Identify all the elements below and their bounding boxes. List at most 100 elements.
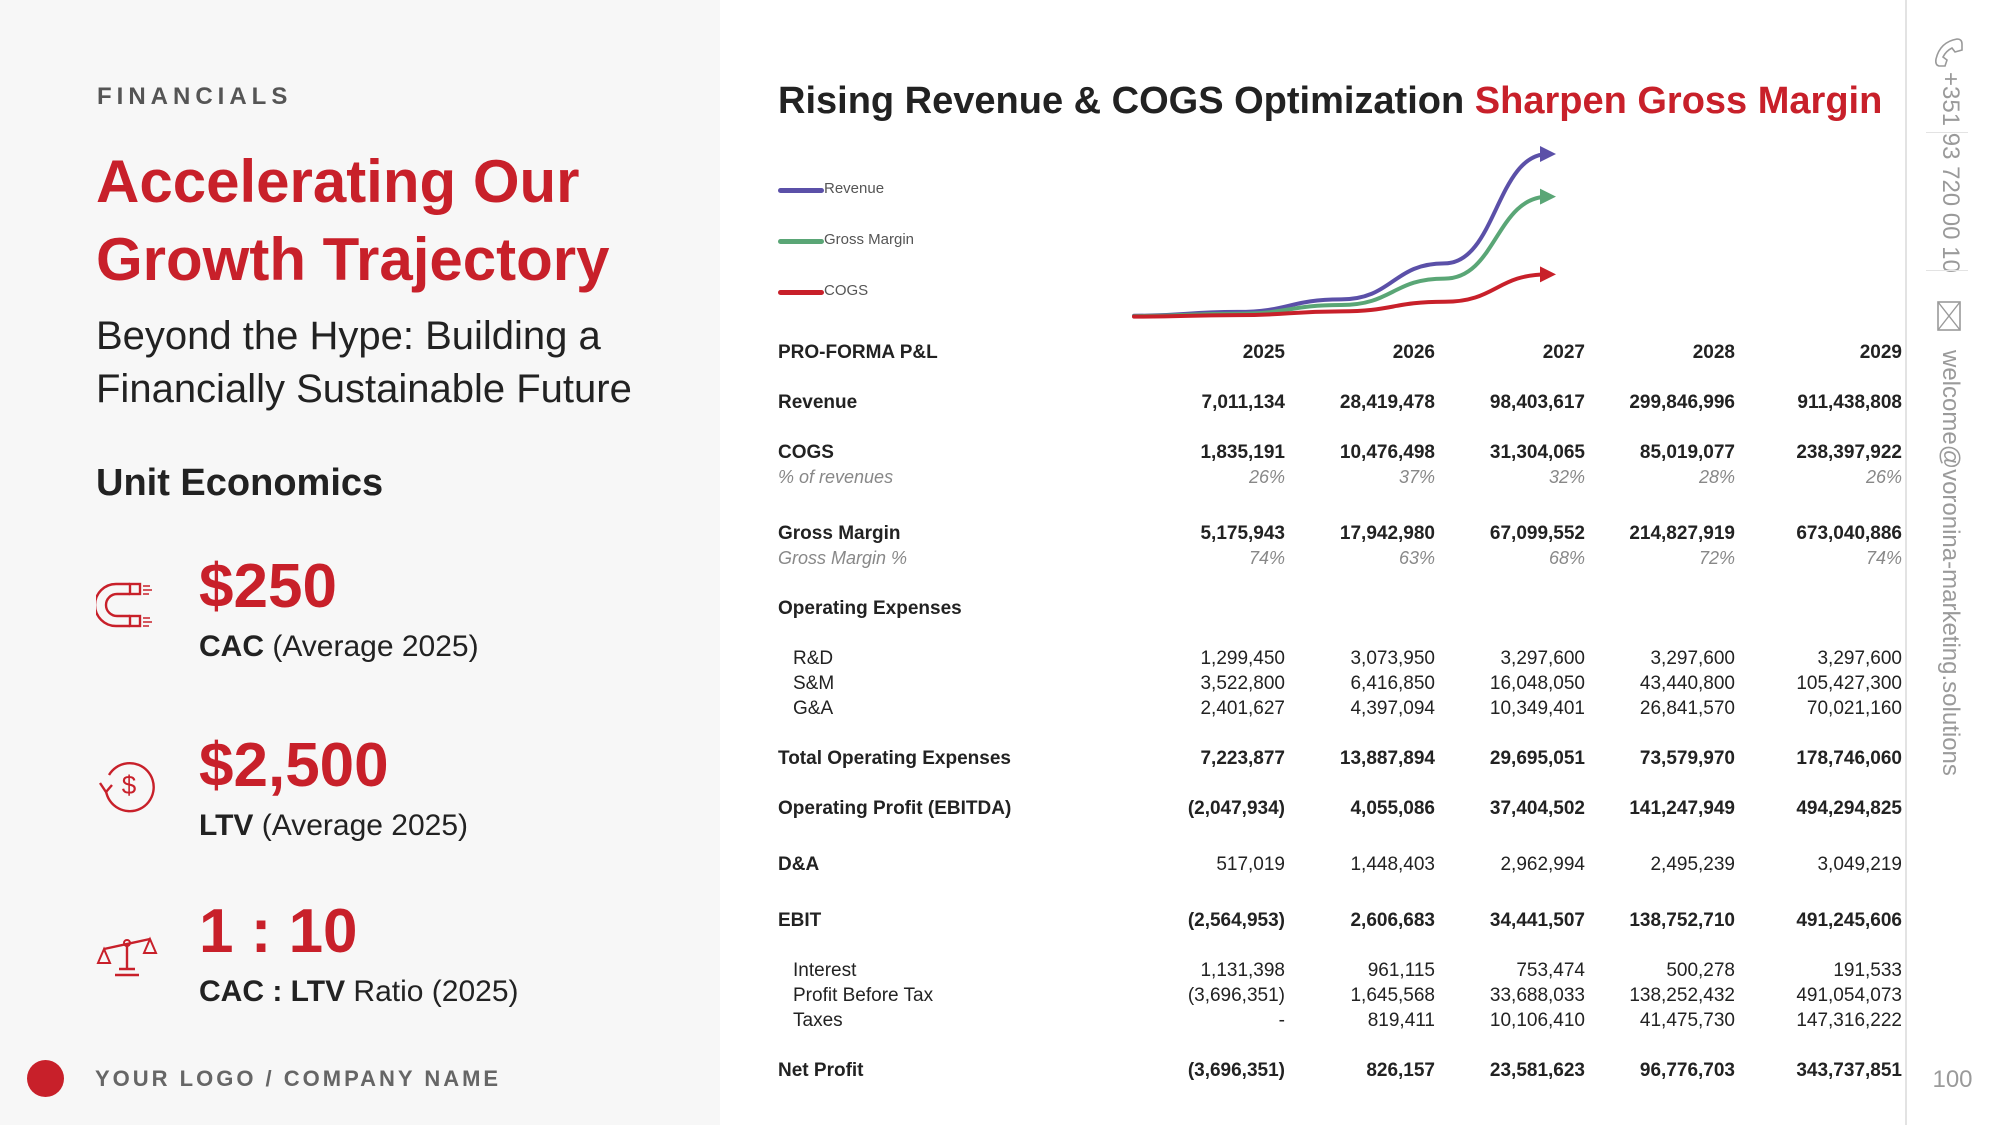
row-value: 29,695,051 [1489, 747, 1585, 769]
table-row-gross-margin: Gross Margin 5,175,943 17,942,980 67,099,55… [778, 521, 1902, 546]
table-row-taxes: Taxes - 819,411 10,106,410 41,475,730 147,316… [778, 1008, 1902, 1033]
row-label: COGS [778, 441, 834, 463]
row-value: 7,011,134 [1201, 391, 1285, 413]
table-header-year: 2026 [1392, 341, 1435, 363]
main-panel: Rising Revenue & COGS Optimization Sharp… [720, 0, 1905, 1125]
row-label: % of revenues [778, 467, 894, 487]
contact-email: welcome@voronina-marketing.solutions [1937, 350, 1964, 776]
legend-swatch-gross-margin [778, 239, 824, 244]
row-value: 178,746,060 [1796, 747, 1902, 769]
row-spacer [778, 1033, 1902, 1058]
legend-item-gross-margin: Gross Margin [778, 226, 978, 277]
row-value: 63% [1398, 548, 1435, 568]
row-spacer [778, 771, 1902, 796]
row-value: 491,054,073 [1796, 984, 1902, 1006]
ratio-value: 1 : 10 [199, 897, 358, 966]
row-value: 5,175,943 [1200, 522, 1285, 544]
table-header-year: 2028 [1692, 341, 1735, 363]
row-value: 37% [1398, 467, 1435, 487]
row-value: 4,055,086 [1350, 797, 1435, 819]
row-label: D&A [778, 853, 820, 875]
unit-economics-title: Unit Economics [96, 462, 384, 504]
row-value: 3,073,950 [1350, 647, 1435, 669]
page-number: 100 [1932, 1066, 1973, 1093]
row-label: Operating Profit (EBITDA) [778, 797, 1012, 819]
table-header-year: 2027 [1542, 341, 1585, 363]
row-label: S&M [793, 672, 835, 694]
row-value: 10,106,410 [1489, 1009, 1585, 1031]
chart-title-accent: Sharpen Gross Margin [1474, 80, 1883, 122]
svg-text:$: $ [122, 770, 137, 800]
row-value: 141,247,949 [1629, 797, 1735, 819]
table-row-cogs: COGS 1,835,191 10,476,498 31,304,065 85,019,… [778, 440, 1902, 465]
legend-item-cogs: COGS [778, 277, 978, 328]
chart-title: Rising Revenue & COGS Optimization Sharp… [778, 80, 1882, 123]
row-value: 500,278 [1666, 959, 1735, 981]
row-spacer [778, 721, 1902, 746]
cac-caption: CAC (Average 2025) [199, 630, 479, 663]
legend-item-revenue: Revenue [778, 175, 978, 226]
row-value: 1,131,398 [1200, 959, 1285, 981]
table-row-ebit: EBIT (2,564,953) 2,606,683 34,441,507 138,75… [778, 908, 1902, 933]
row-value: 826,157 [1366, 1059, 1435, 1081]
row-value: 299,846,996 [1629, 391, 1735, 413]
row-value: 16,048,050 [1489, 672, 1585, 694]
table-header-row: PRO-FORMA P&L 2025 2026 2027 2028 2029 [778, 340, 1902, 365]
row-spacer [778, 490, 1902, 521]
row-value: (2,564,953) [1187, 909, 1285, 931]
magnet-icon [96, 582, 152, 628]
table-row-revenue: Revenue 7,011,134 28,419,478 98,403,617 299,… [778, 390, 1902, 415]
row-value [1585, 596, 1735, 621]
row-value: 2,606,683 [1350, 909, 1435, 931]
row-value: 72% [1698, 548, 1735, 568]
row-value: 98,403,617 [1489, 391, 1585, 413]
row-spacer [778, 571, 1902, 596]
row-spacer [778, 415, 1902, 440]
row-value: 85,019,077 [1639, 441, 1735, 463]
row-value: 238,397,922 [1796, 441, 1902, 463]
row-value: 3,522,800 [1200, 672, 1285, 694]
row-label: Total Operating Expenses [778, 747, 1011, 769]
phone-icon [1935, 38, 1963, 67]
chart-legend: Revenue Gross Margin COGS [778, 175, 978, 328]
section-label: FINANCIALS [97, 83, 293, 110]
row-value: 343,737,851 [1796, 1059, 1902, 1081]
row-value: 753,474 [1516, 959, 1585, 981]
row-value: - [1278, 1009, 1285, 1031]
row-value: 33,688,033 [1489, 984, 1585, 1006]
row-value: 911,438,808 [1797, 391, 1902, 413]
row-value: 68% [1548, 548, 1585, 568]
row-label: Gross Margin [778, 522, 901, 544]
row-value: 17,942,980 [1339, 522, 1435, 544]
legend-swatch-revenue [778, 188, 824, 193]
contact-phone: +351 93 720 00 10 [1937, 72, 1964, 273]
row-value [1135, 596, 1285, 621]
row-value: 26% [1865, 467, 1902, 487]
table-header-year: 2029 [1859, 341, 1902, 363]
row-value: 214,827,919 [1629, 522, 1735, 544]
divider [1926, 270, 1968, 271]
row-value: (2,047,934) [1187, 797, 1285, 819]
table-row-ebitda: Operating Profit (EBITDA) (2,047,934) 4,05… [778, 796, 1902, 821]
table-row-rnd: R&D 1,299,450 3,073,950 3,297,600 3,297,600 3… [778, 646, 1902, 671]
legend-label: COGS [824, 282, 869, 299]
row-value: 105,427,300 [1796, 672, 1902, 694]
balance-scale-icon [96, 936, 158, 977]
table-row-gna: G&A 2,401,627 4,397,094 10,349,401 26,841,57… [778, 696, 1902, 721]
row-value: 191,533 [1833, 959, 1902, 981]
contact-sidebar [1905, 0, 2000, 1125]
row-value: 3,297,600 [1500, 647, 1585, 669]
metric-ltv: $ $2,500 LTV (Average 2025) [96, 731, 696, 861]
row-label: Operating Expenses [778, 597, 962, 619]
row-value: 138,252,432 [1629, 984, 1735, 1006]
row-value: 28% [1698, 467, 1735, 487]
row-value: 41,475,730 [1639, 1009, 1735, 1031]
series-line-cogs [1132, 266, 1556, 319]
divider [1926, 132, 1968, 133]
ltv-value: $2,500 [199, 731, 389, 800]
row-label: R&D [793, 647, 834, 669]
logo-text: YOUR LOGO / COMPANY NAME [95, 1066, 502, 1091]
row-label: Interest [793, 959, 857, 981]
metric-cac: $250 CAC (Average 2025) [96, 552, 696, 682]
row-spacer [778, 821, 1902, 852]
